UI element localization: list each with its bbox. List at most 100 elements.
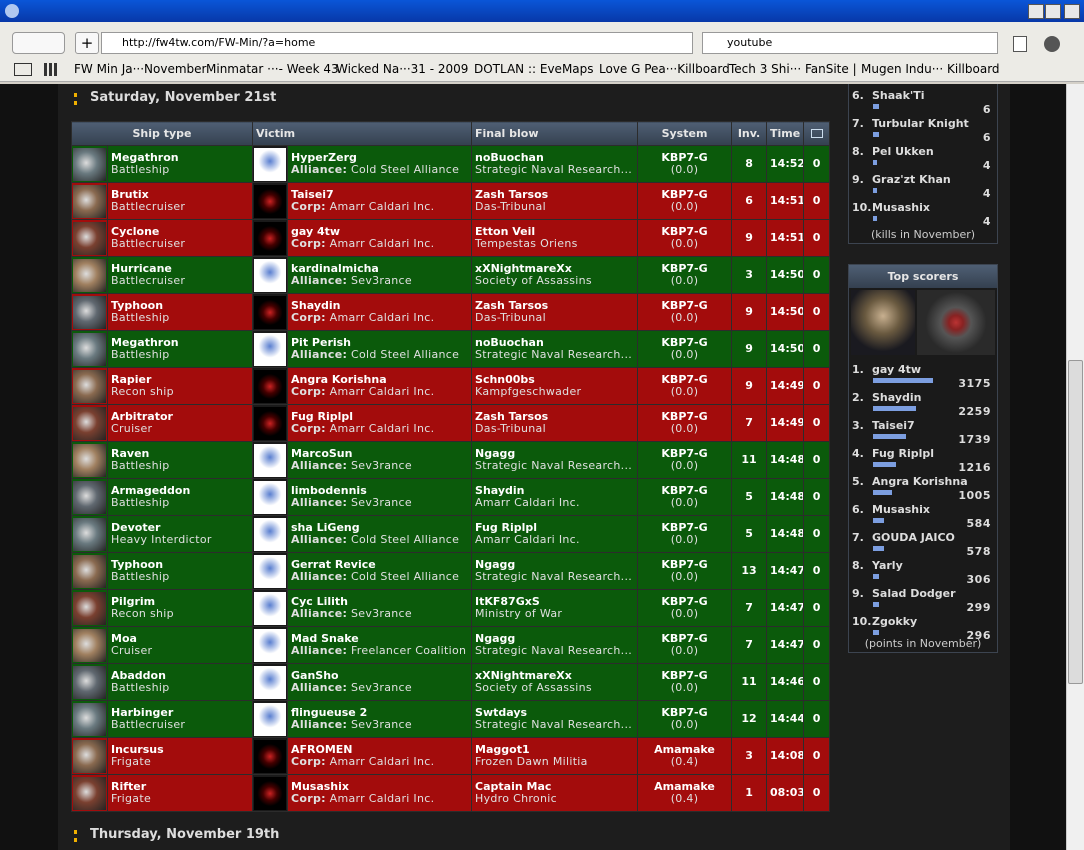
final-blow-name: Ngagg [475,558,516,571]
victim-affiliation: Alliance: Cold Steel Alliance [291,164,468,176]
ship-class: Battlecruiser [111,200,186,213]
affiliation-label: Alliance: [291,570,348,583]
scrollbar[interactable] [1066,84,1084,850]
victim-logo [254,332,286,366]
victim-cell: Cyc Lilith Alliance: Sev3rance [286,589,473,627]
ship-name: Raven [111,447,150,460]
system-cell: KBP7-G (0.0) [637,256,733,294]
victim-affiliation: Alliance: Cold Steel Alliance [291,349,468,361]
kill-row[interactable]: Harbinger Battlecruiser flingueuse 2 Allian… [71,700,831,738]
value: 4 [982,215,991,228]
minimize[interactable] [1028,4,1044,19]
ship-cell: Hurricane Battlecruiser [107,256,253,294]
final-blow-cell: noBuochan Strategic Naval Research... [471,330,639,368]
security: (0.0) [670,570,699,583]
security: (0.0) [670,348,699,361]
bookmark[interactable]: DOTLAN :: EveMaps [474,62,594,76]
final-blow-corp: Das-Tribunal [475,422,546,435]
value: 1005 [958,489,991,502]
logo-cell [252,219,288,257]
maximize[interactable] [1045,4,1061,19]
security: (0.0) [670,163,699,176]
affiliation-label: Alliance: [291,533,348,546]
kill-row[interactable]: Pilgrim Recon ship Cyc Lilith Alliance: Sev… [71,589,831,627]
time: 14:51 [766,182,805,220]
security: (0.0) [670,274,699,287]
security: (0.0) [670,496,699,509]
ship-name: Cyclone [111,225,160,238]
value: 584 [966,517,991,530]
kill-row[interactable]: Rapier Recon ship Angra Korishna Corp: Amar… [71,367,831,405]
final-blow-name: xXNightmareXx [475,262,572,275]
close[interactable] [1064,4,1080,19]
ship-name: Pilgrim [111,595,156,608]
back-forward[interactable] [12,32,65,54]
involved: 8 [731,145,768,183]
kill-row[interactable]: Megathron Battleship HyperZerg Alliance: Co… [71,145,831,183]
logo-cell [252,478,288,516]
victim-cell: sha LiGeng Alliance: Cold Steel Alliance [286,515,473,553]
security: (0.0) [670,459,699,472]
final-blow-name: noBuochan [475,336,544,349]
value-bar [873,188,877,193]
security: (0.0) [670,385,699,398]
page: Saturday, November 21st Thursday, Novembe… [0,84,1066,850]
bookmarks-bar: FW Min Ja···November Minmatar ···- Week 4… [0,58,1084,82]
kill-row[interactable]: Devoter Heavy Interdictor sha LiGeng Allian… [71,515,831,553]
kill-row[interactable]: Arbitrator Cruiser Fug Riplpl Corp: Amarr C… [71,404,831,442]
security: (0.0) [670,311,699,324]
ship-icon [73,739,106,773]
kill-row[interactable]: Raven Battleship MarcoSun Alliance: Sev3ran… [71,441,831,479]
column-header: System [637,121,733,146]
affiliation-name: Amarr Caldari Inc. [329,385,435,398]
kill-row[interactable]: Typhoon Battleship Shaydin Corp: Amarr Cald… [71,293,831,331]
value-bar [873,406,916,411]
bookmark[interactable]: Wicked Na···31 - 2009 [336,62,469,76]
bookmark[interactable]: Minmatar ···- Week 43 [206,62,339,76]
comments: 0 [803,330,831,368]
kill-row[interactable]: Brutix Battlecruiser Taisei7 Corp: Amarr Ca… [71,182,831,220]
security: (0.0) [670,533,699,546]
player-name: Musashix [872,503,930,516]
ship-name: Rapier [111,373,152,386]
kill-row[interactable]: Moa Cruiser Mad Snake Alliance: Freelancer … [71,626,831,664]
kill-row[interactable]: Abaddon Battleship GanSho Alliance: Sev3ran… [71,663,831,701]
kill-row[interactable]: Armageddon Battleship limbodennis Alliance:… [71,478,831,516]
victim-cell: Musashix Corp: Amarr Caldari Inc. [286,774,473,812]
bookmark[interactable]: Tech 3 Shi··· FanSite | [729,62,857,76]
kill-row[interactable]: Cyclone Battlecruiser gay 4tw Corp: Amarr C… [71,219,831,257]
kill-row[interactable]: Incursus Frigate AFROMEN Corp: Amarr Caldar… [71,737,831,775]
victim-cell: AFROMEN Corp: Amarr Caldari Inc. [286,737,473,775]
comments: 0 [803,182,831,220]
kill-row[interactable]: Megathron Battleship Pit Perish Alliance: C… [71,330,831,368]
page-menu[interactable] [1013,36,1027,52]
ship-cell: Moa Cruiser [107,626,253,664]
kill-row[interactable]: Rifter Frigate Musashix Corp: Amarr Caldari… [71,774,831,812]
final-blow-name: ItKF87GxS [475,595,540,608]
scroll-thumb[interactable] [1068,360,1083,684]
bookmark[interactable]: FW Min Ja···November [74,62,207,76]
url-field[interactable]: http://fw4tw.com/FW-Min/?a=home [101,32,693,54]
affiliation-name: Amarr Caldari Inc. [329,755,435,768]
time: 14:49 [766,404,805,442]
ship-icon [73,406,106,440]
victim-affiliation: Corp: Amarr Caldari Inc. [291,201,468,213]
victim-name: GanSho [291,669,339,682]
final-blow-corp: Ministry of War [475,607,563,620]
tools-menu[interactable] [1044,36,1060,52]
kill-row[interactable]: Hurricane Battlecruiser kardinalmicha Allia… [71,256,831,294]
victim-name: Cyc Lilith [291,595,349,608]
victim-cell: MarcoSun Alliance: Sev3rance [286,441,473,479]
time: 08:03 [766,774,805,812]
victim-logo [254,480,286,514]
search-field[interactable]: youtube [702,32,998,54]
logo-cell [252,589,288,627]
value: 299 [966,601,991,614]
bookmark[interactable]: Mugen Indu··· Killboard [861,62,1000,76]
final-blow-cell: Zash Tarsos Das-Tribunal [471,293,639,331]
bookmark[interactable]: Love G Pea···Killboard [599,62,730,76]
new-tab[interactable]: + [75,32,99,54]
involved: 9 [731,330,768,368]
kill-row[interactable]: Typhoon Battleship Gerrat Revice Alliance: … [71,552,831,590]
